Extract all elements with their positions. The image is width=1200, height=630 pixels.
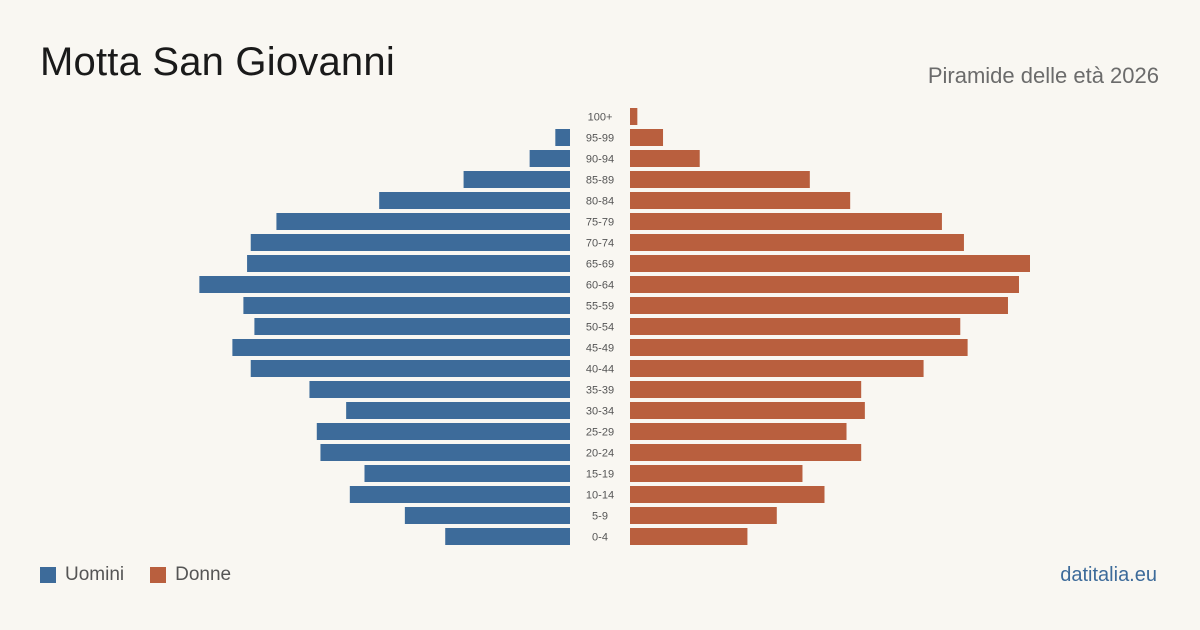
women-bars-group [630, 108, 1030, 545]
bar-women-75-79 [630, 213, 942, 230]
bar-men-75-79 [276, 213, 570, 230]
age-label-80-84: 80-84 [586, 196, 614, 208]
age-label-5-9: 5-9 [592, 511, 608, 523]
bar-men-95-99 [555, 129, 570, 146]
bar-men-65-69 [247, 255, 571, 272]
bar-men-55-59 [243, 297, 570, 314]
bar-men-15-19 [364, 465, 570, 482]
bar-women-10-14 [630, 486, 825, 503]
bar-men-90-94 [529, 150, 570, 167]
age-label-90-94: 90-94 [586, 154, 614, 166]
age-label-40-44: 40-44 [586, 364, 614, 376]
bar-men-30-34 [346, 402, 570, 419]
legend-swatch-women [150, 567, 167, 583]
bar-men-50-54 [254, 318, 570, 335]
bar-men-35-39 [309, 381, 570, 398]
chart-subtitle: Piramide delle età 2026 [927, 63, 1159, 88]
legend-item-men: Uomini [40, 564, 124, 586]
age-label-65-69: 65-69 [586, 259, 614, 271]
legend: Uomini Donne [40, 564, 257, 586]
age-label-100plus: 100+ [588, 112, 613, 124]
bar-women-45-49 [630, 339, 968, 356]
source-link[interactable]: datitalia.eu [1060, 564, 1157, 586]
age-label-70-74: 70-74 [586, 238, 614, 250]
age-label-0-4: 0-4 [592, 532, 608, 544]
age-label-10-14: 10-14 [586, 490, 614, 502]
age-label-50-54: 50-54 [586, 322, 614, 334]
bar-men-60-64 [199, 276, 571, 293]
age-label-25-29: 25-29 [586, 427, 614, 439]
age-label-55-59: 55-59 [586, 301, 614, 313]
age-label-30-34: 30-34 [586, 406, 614, 418]
bar-women-30-34 [630, 402, 865, 419]
age-label-35-39: 35-39 [586, 385, 614, 397]
bar-women-70-74 [630, 234, 964, 251]
bar-men-40-44 [250, 360, 570, 377]
bar-men-70-74 [250, 234, 570, 251]
age-labels-group: 100+ 95-99 90-94 85-89 80-84 75-79 70-74 65-69 6… [586, 112, 614, 544]
bar-women-35-39 [630, 381, 862, 398]
bar-women-100plus [630, 108, 638, 125]
age-label-95-99: 95-99 [586, 133, 614, 145]
bar-women-0-4 [630, 528, 748, 545]
population-pyramid-chart: 100+ 95-99 90-94 85-89 80-84 75-79 70-74 65-69 6… [199, 108, 1030, 545]
bar-men-20-24 [320, 444, 570, 461]
legend-swatch-men [40, 567, 56, 583]
bar-women-85-89 [630, 171, 810, 188]
bar-women-90-94 [630, 150, 700, 167]
bar-men-80-84 [379, 192, 570, 209]
bar-men-5-9 [404, 507, 570, 524]
bar-men-0-4 [445, 528, 570, 545]
age-label-45-49: 45-49 [586, 343, 614, 355]
bar-men-85-89 [463, 171, 570, 188]
bar-women-15-19 [630, 465, 803, 482]
bar-women-60-64 [630, 276, 1019, 293]
bar-women-50-54 [630, 318, 961, 335]
bar-men-10-14 [349, 486, 570, 503]
age-label-60-64: 60-64 [586, 280, 614, 292]
age-label-20-24: 20-24 [586, 448, 614, 460]
men-bars-group [199, 129, 571, 545]
age-label-75-79: 75-79 [586, 217, 614, 229]
bar-men-45-49 [232, 339, 570, 356]
bar-women-80-84 [630, 192, 851, 209]
page-title: Motta San Giovanni [40, 40, 395, 84]
age-label-15-19: 15-19 [586, 469, 614, 481]
bar-men-25-29 [316, 423, 570, 440]
bar-women-65-69 [630, 255, 1030, 272]
legend-label-men: Uomini [65, 564, 125, 585]
bar-women-95-99 [630, 129, 664, 146]
bar-women-5-9 [630, 507, 777, 524]
bar-women-20-24 [630, 444, 862, 461]
legend-label-women: Donne [175, 564, 232, 585]
legend-item-women: Donne [150, 564, 231, 586]
bar-women-25-29 [630, 423, 847, 440]
bar-women-55-59 [630, 297, 1008, 314]
age-label-85-89: 85-89 [586, 175, 614, 187]
bar-women-40-44 [630, 360, 924, 377]
